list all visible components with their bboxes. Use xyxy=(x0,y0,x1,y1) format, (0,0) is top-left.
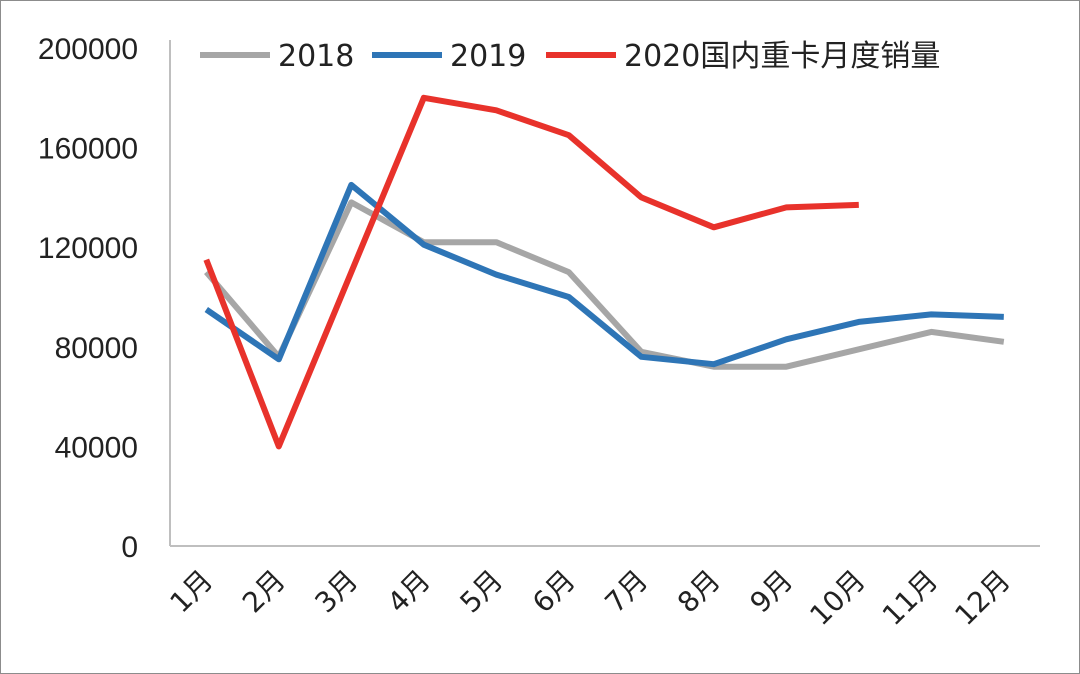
series-lines xyxy=(203,94,1005,450)
x-tick-label: 10月 xyxy=(803,564,871,632)
x-tick-label: 11月 xyxy=(876,564,944,632)
x-tick-label: 6月 xyxy=(526,564,582,620)
x-tick-label: 12月 xyxy=(948,564,1016,632)
legend-label: 2018 xyxy=(278,39,354,74)
y-tick-label: 80000 xyxy=(55,332,138,365)
x-tick-labels: 1月 2月 3月 4月 5月 6月 7月 8月 9月 10月 11月 12月 xyxy=(163,564,1016,632)
y-tick-label: 40000 xyxy=(55,431,138,464)
x-tick-label: 1月 xyxy=(163,564,219,620)
legend-label: 2019 xyxy=(450,39,526,74)
legend-label: 2020国内重卡月度销量 xyxy=(624,39,940,74)
y-tick-label: 120000 xyxy=(38,232,138,265)
x-tick-label: 5月 xyxy=(453,564,509,620)
x-tick-label: 8月 xyxy=(671,564,727,620)
series-line-0 xyxy=(204,199,1005,370)
x-tick-label: 7月 xyxy=(598,564,654,620)
axes xyxy=(169,40,1040,547)
series-line-1 xyxy=(204,181,1004,368)
y-tick-label: 200000 xyxy=(38,33,138,66)
legend: 2018 2019 2020国内重卡月度销量 xyxy=(200,39,940,74)
x-tick-label: 2月 xyxy=(236,564,292,620)
x-tick-label: 9月 xyxy=(743,564,799,620)
y-tick-labels: 0 40000 80000 120000 160000 200000 xyxy=(38,33,138,564)
series-line-2 xyxy=(203,94,859,450)
y-tick-label: 0 xyxy=(121,531,138,564)
y-tick-label: 160000 xyxy=(38,133,138,166)
x-tick-label: 4月 xyxy=(381,564,437,620)
x-tick-label: 3月 xyxy=(308,564,364,620)
